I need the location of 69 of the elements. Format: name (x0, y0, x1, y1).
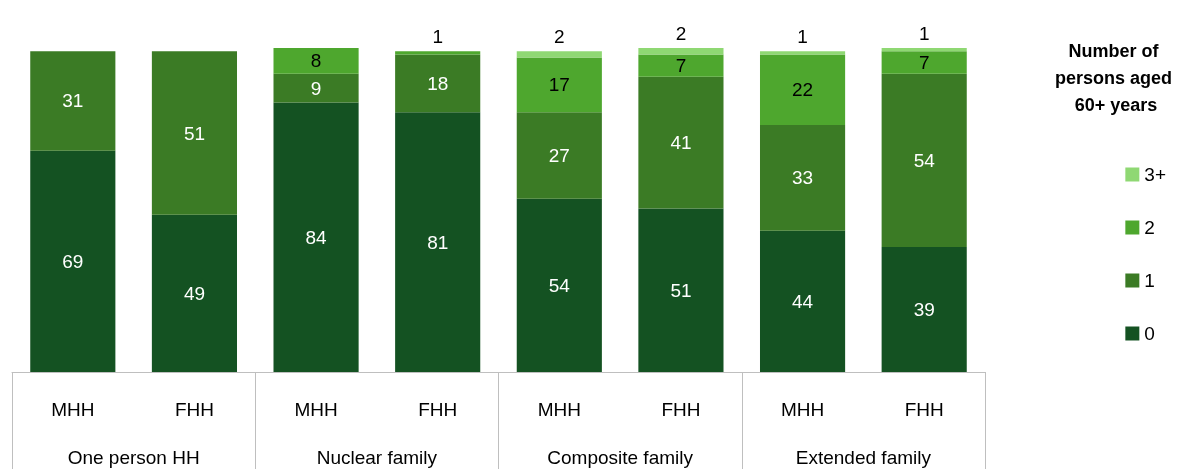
bar (881, 51, 967, 74)
x-tick-label: MHH (537, 399, 581, 420)
data-label: 9 (310, 77, 322, 99)
data-label: 31 (62, 90, 84, 112)
legend-title: Number of persons aged 60+ years (1054, 40, 1178, 115)
data-label: 2 (675, 23, 687, 44)
data-label: 81 (427, 231, 449, 253)
text: Nuclear family (316, 447, 438, 468)
data-label: 1 (918, 23, 930, 44)
bar (759, 51, 846, 55)
bar (638, 208, 724, 372)
bar (638, 48, 724, 55)
text: Extended family (795, 447, 932, 468)
data-label: 49 (183, 282, 206, 304)
bar (881, 246, 967, 372)
data-label: 84 (305, 226, 328, 248)
data-label: 44 (791, 290, 814, 312)
data-label: 1 (432, 26, 443, 48)
legend-label: 1 (1144, 270, 1155, 291)
text: Composite family (547, 447, 694, 468)
data-label: 7 (675, 55, 687, 77)
data-label: 51 (183, 122, 206, 144)
bar (395, 51, 481, 55)
data-label: 51 (670, 279, 692, 301)
data-label: 7 (918, 51, 930, 73)
legend-label: 0 (1144, 323, 1155, 344)
legend-label: 3+ (1144, 164, 1167, 185)
bar (151, 51, 238, 215)
data-label: 54 (548, 274, 571, 296)
bar (395, 54, 481, 113)
bar (516, 198, 602, 372)
bar (516, 57, 602, 113)
bar (273, 73, 359, 103)
x-tick-label: FHH (418, 399, 458, 420)
data-label: 39 (913, 298, 935, 320)
x-tick-label: MHH (780, 399, 825, 420)
bar (151, 214, 238, 372)
data-label: 22 (791, 79, 814, 101)
bar (638, 76, 724, 209)
bar (273, 102, 359, 372)
bar (638, 54, 724, 77)
x-tick-label: MHH (51, 399, 95, 420)
data-label: 17 (548, 74, 570, 96)
bar (759, 230, 846, 372)
bar (30, 51, 116, 151)
bar (273, 48, 359, 74)
x-tick-label: FHH (174, 399, 214, 420)
legend-label: 2 (1144, 217, 1155, 238)
text: One person HH (67, 447, 200, 468)
data-label: 8 (310, 50, 322, 72)
x-tick-label: FHH (904, 399, 944, 420)
bar (30, 150, 116, 372)
bar (395, 112, 481, 372)
x-tick-label: FHH (661, 399, 701, 420)
data-label: 54 (913, 149, 936, 171)
data-label: 33 (791, 167, 814, 189)
data-label: 2 (554, 26, 565, 48)
bar (881, 73, 967, 247)
bar (759, 124, 846, 231)
data-label: 41 (670, 132, 692, 154)
bar (516, 51, 602, 58)
bar (516, 112, 602, 199)
bar (881, 48, 967, 52)
bar (759, 54, 846, 125)
data-label: 1 (797, 26, 808, 48)
data-label: 18 (427, 72, 449, 94)
data-label: 27 (548, 144, 570, 166)
data-label: 69 (62, 250, 84, 272)
x-tick-label: MHH (294, 399, 338, 420)
